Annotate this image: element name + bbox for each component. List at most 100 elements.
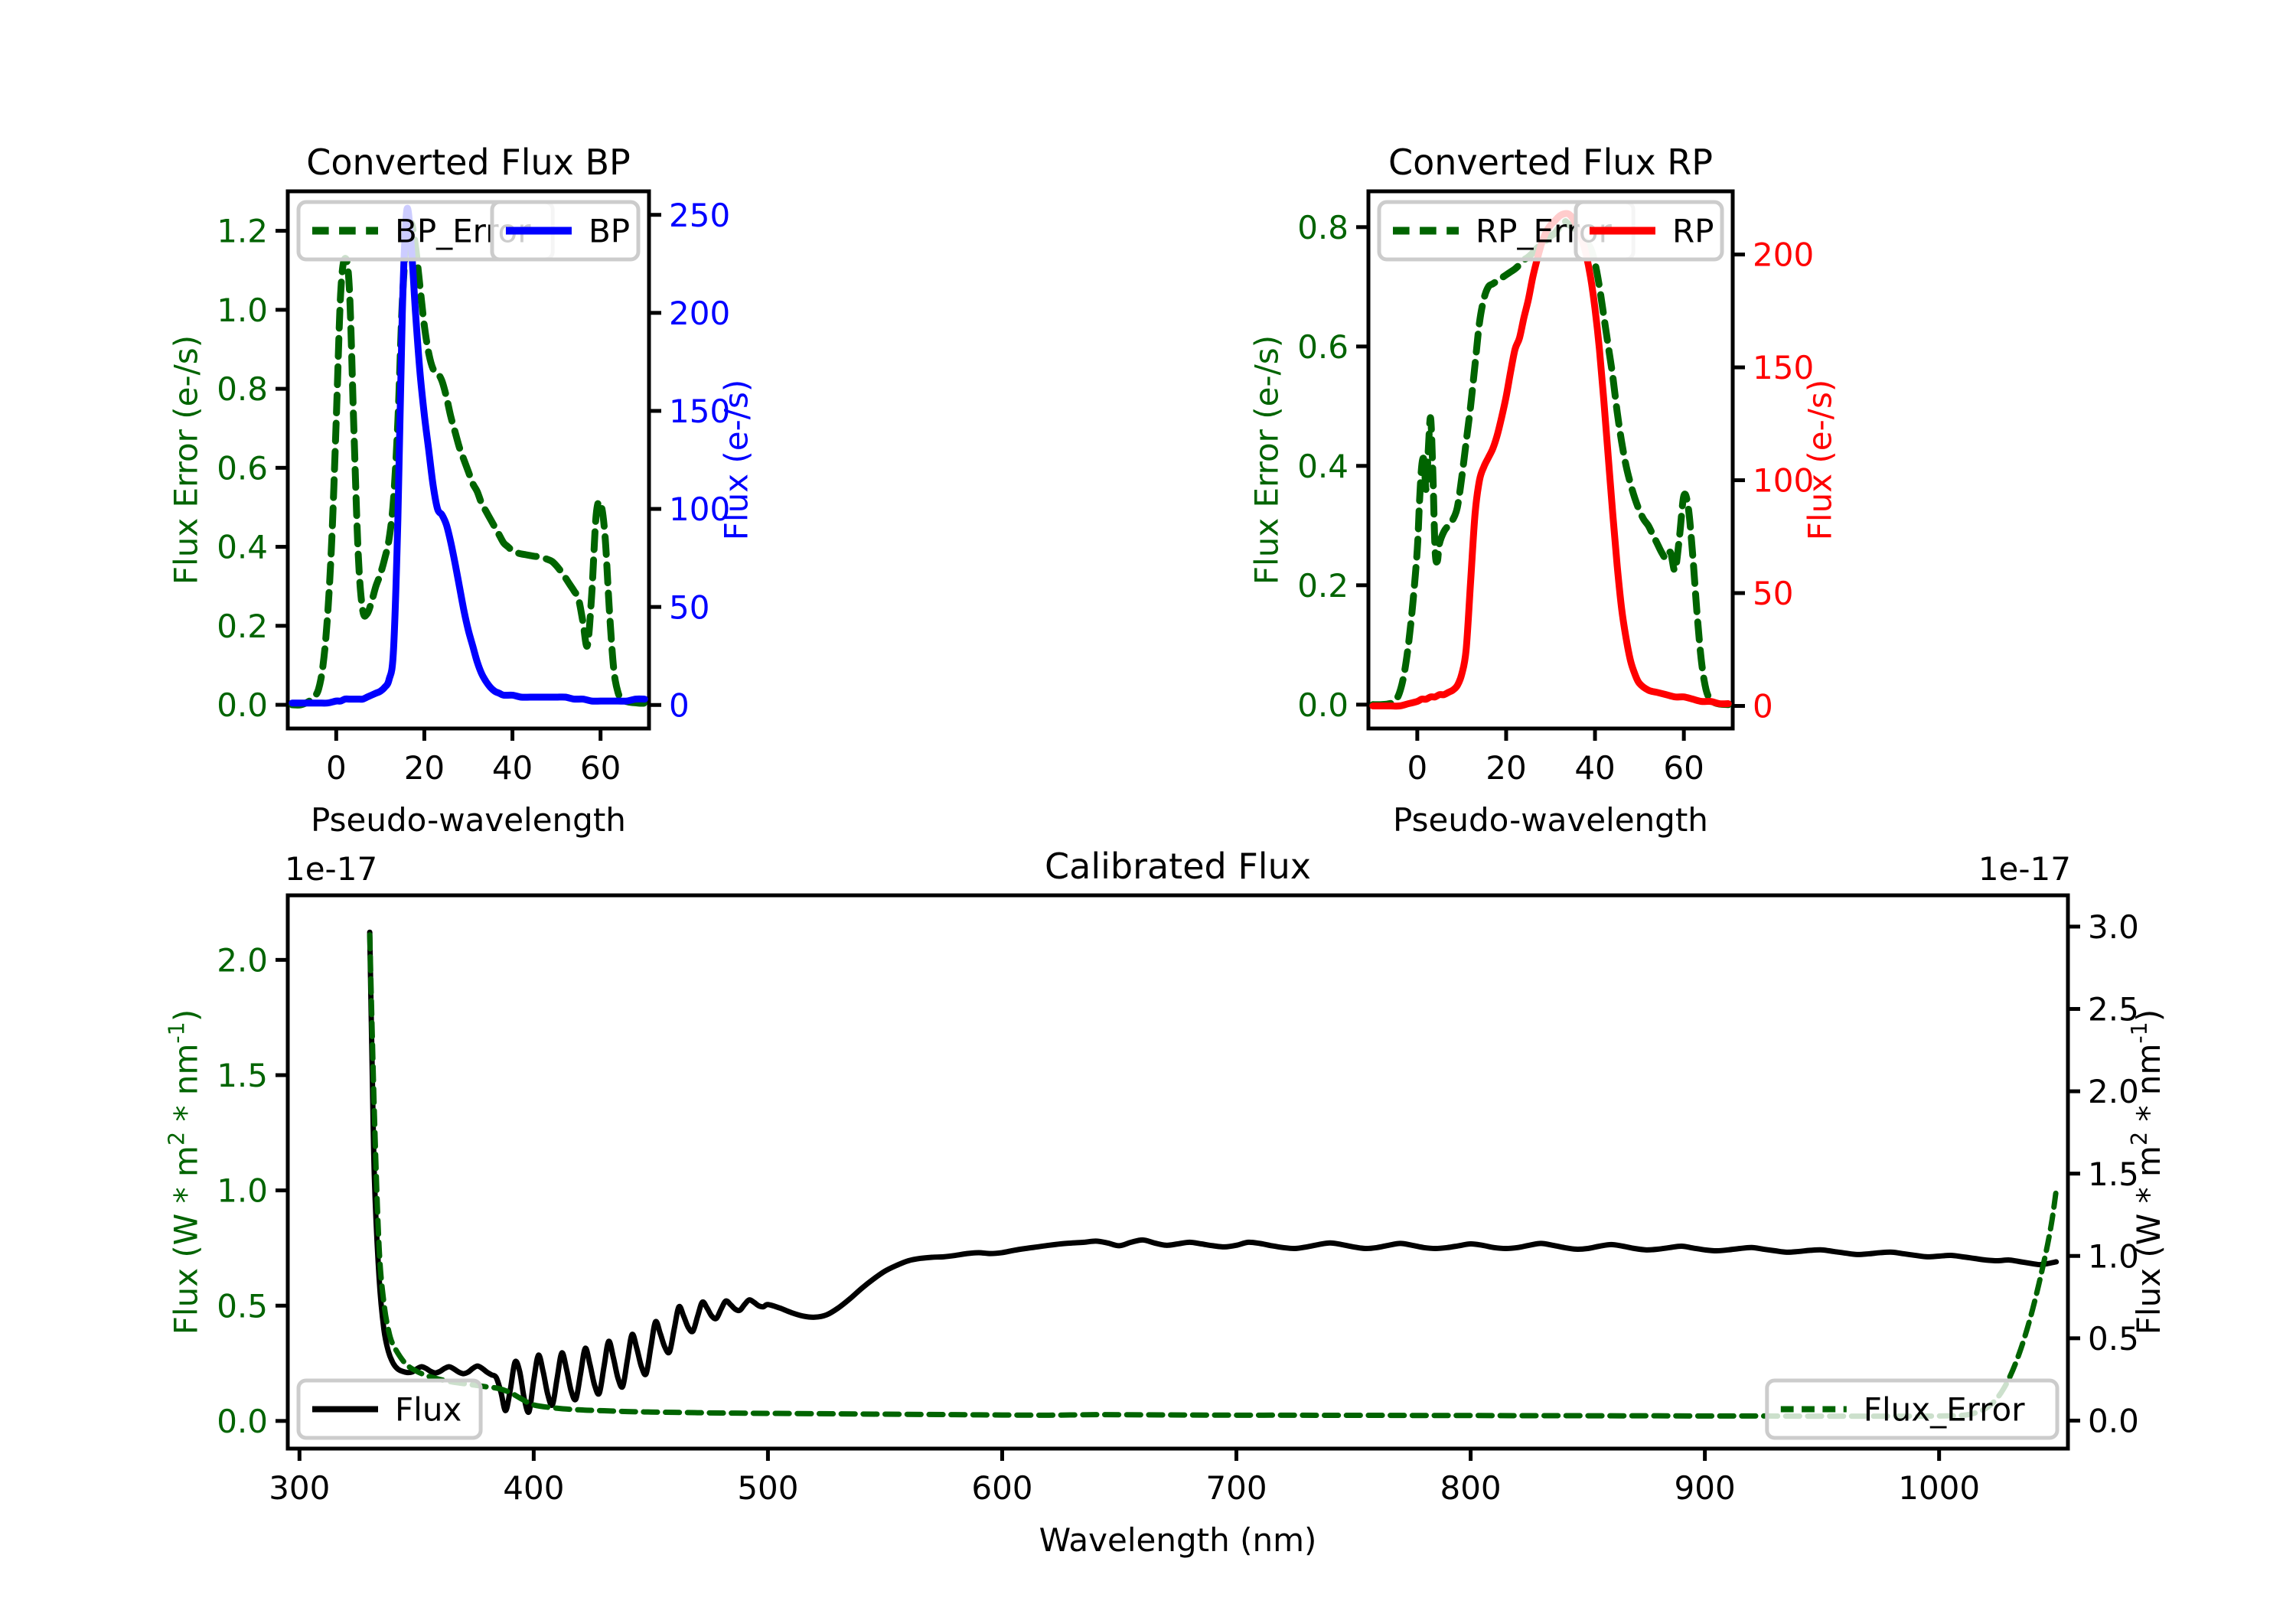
y-axis-label-left: Flux Error (e-/s)	[1248, 335, 1286, 585]
x-tick-label: 60	[1663, 749, 1704, 787]
legend-flux: Flux	[296, 1378, 483, 1440]
y-axis-label-left: Flux Error (e-/s)	[168, 335, 205, 585]
y-axis-label-left-text: Flux (W * m2 * nm-1)	[164, 1009, 205, 1335]
y-tick-label-right: 2.5	[2088, 991, 2139, 1028]
y-tick-label-right: 0	[1753, 688, 1773, 725]
y-tick-label-left: 0.8	[1297, 209, 1349, 246]
legend-label: Flux	[395, 1391, 461, 1429]
y-axis-label-right: Flux (e-/s)	[717, 380, 755, 540]
left-offset-text: 1e-17	[285, 850, 377, 888]
y-tick-label-left: 0.2	[217, 608, 268, 645]
legend-label: BP	[589, 213, 630, 250]
y-tick-label-right: 200	[669, 295, 730, 332]
y-tick-label-left: 0.0	[217, 686, 268, 724]
y-tick-label-right: 250	[669, 197, 730, 234]
x-tick-label: 40	[1574, 749, 1615, 787]
right-offset-text: 1e-17	[1978, 850, 2071, 888]
legend-box	[296, 200, 555, 262]
legend-box	[296, 1378, 483, 1440]
y-tick-label-left: 0.0	[1297, 686, 1349, 724]
y-tick-label-left: 0.5	[217, 1287, 268, 1325]
legend-box	[1574, 200, 1724, 262]
x-tick-label: 300	[269, 1469, 330, 1507]
legend-label: BP_Error	[395, 213, 531, 250]
y-tick-label-right: 150	[1753, 349, 1814, 386]
x-tick-label: 900	[1675, 1469, 1736, 1507]
y-tick-label-right: 200	[1753, 236, 1814, 274]
series-rp	[1369, 210, 1732, 710]
y-tick-label-right: 150	[669, 393, 730, 430]
y-tick-label-right: 100	[1753, 462, 1814, 500]
plot-frame	[285, 189, 651, 731]
chart-title: Calibrated Flux	[1045, 846, 1311, 887]
x-tick-label: 1000	[1898, 1469, 1980, 1507]
y-tick-label-left: 1.0	[217, 1172, 268, 1210]
y-tick-label-right: 3.0	[2088, 908, 2139, 946]
y-tick-label-right: 2.0	[2088, 1073, 2139, 1110]
y-axis-label-right: Flux (W * m2 * nm-1)	[2126, 1009, 2167, 1335]
y-tick-label-right: 0.0	[2088, 1403, 2139, 1440]
y-axis-label-right: Flux (e-/s)	[1801, 380, 1838, 540]
plot-frame	[285, 893, 2070, 1451]
x-axis-label: Pseudo-wavelength	[1393, 801, 1708, 839]
x-axis-label: Wavelength (nm)	[1039, 1521, 1317, 1559]
x-tick-label: 700	[1205, 1469, 1267, 1507]
data-layer	[367, 929, 2060, 1420]
legend-label: RP	[1672, 213, 1714, 250]
series-flux_error	[367, 932, 2060, 1420]
legend-box	[1377, 200, 1636, 262]
y-tick-label-left: 0.8	[217, 370, 268, 408]
y-axis-label-right-text: Flux (e-/s)	[1801, 380, 1838, 540]
y-axis-label-right-text: Flux (W * m2 * nm-1)	[2126, 1009, 2167, 1335]
y-tick-label-right: 50	[669, 588, 709, 626]
x-tick-label: 40	[492, 749, 533, 787]
data-layer	[1369, 210, 1732, 710]
chart-title: Converted Flux BP	[306, 142, 631, 183]
y-axis-label-left-text: Flux Error (e-/s)	[168, 335, 205, 585]
y-axis-label-left: Flux (W * m2 * nm-1)	[164, 1009, 205, 1335]
chart-title: Converted Flux RP	[1388, 142, 1713, 183]
y-axis-label-right-text: Flux (e-/s)	[717, 380, 755, 540]
legend-rp: RP	[1574, 200, 1724, 262]
y-tick-label-left: 0.4	[1297, 448, 1349, 485]
x-tick-label: 800	[1440, 1469, 1501, 1507]
legend-bp: BP	[490, 200, 641, 262]
legend-box	[490, 200, 641, 262]
y-axis-label-left-text: Flux Error (e-/s)	[1248, 335, 1286, 585]
y-tick-label-right: 0	[669, 686, 690, 724]
y-tick-label-left: 1.2	[217, 213, 268, 250]
y-tick-label-left: 1.0	[217, 292, 268, 329]
x-tick-label: 0	[326, 749, 347, 787]
legend-label: RP_Error	[1476, 213, 1613, 250]
series-rp_error	[1369, 217, 1732, 709]
y-tick-label-left: 1.5	[217, 1057, 268, 1094]
y-tick-label-right: 0.5	[2088, 1320, 2139, 1358]
legend-bp_error: BP_Error	[296, 200, 555, 262]
x-tick-label: 500	[737, 1469, 798, 1507]
y-tick-label-right: 100	[669, 491, 730, 528]
x-tick-label: 60	[580, 749, 621, 787]
data-layer	[289, 204, 648, 709]
x-axis-label: Pseudo-wavelength	[311, 801, 626, 839]
legend-flux_error: Flux_Error	[1765, 1378, 2060, 1440]
x-tick-label: 20	[1486, 749, 1526, 787]
x-tick-label: 400	[503, 1469, 564, 1507]
legend-rp_error: RP_Error	[1377, 200, 1636, 262]
y-tick-label-left: 0.6	[217, 449, 268, 487]
y-tick-label-right: 50	[1753, 575, 1793, 612]
y-tick-label-left: 0.2	[1297, 567, 1349, 605]
y-tick-label-right: 1.5	[2088, 1156, 2139, 1193]
plot-frame	[1366, 189, 1735, 731]
x-tick-label: 20	[404, 749, 445, 787]
series-bp	[289, 204, 648, 707]
y-tick-label-left: 0.0	[217, 1403, 268, 1440]
legend-label: Flux_Error	[1864, 1391, 2025, 1429]
legend-box	[1765, 1378, 2060, 1440]
y-tick-label-left: 0.6	[1297, 328, 1349, 366]
series-bp_error	[289, 219, 648, 709]
x-tick-label: 0	[1407, 749, 1427, 787]
